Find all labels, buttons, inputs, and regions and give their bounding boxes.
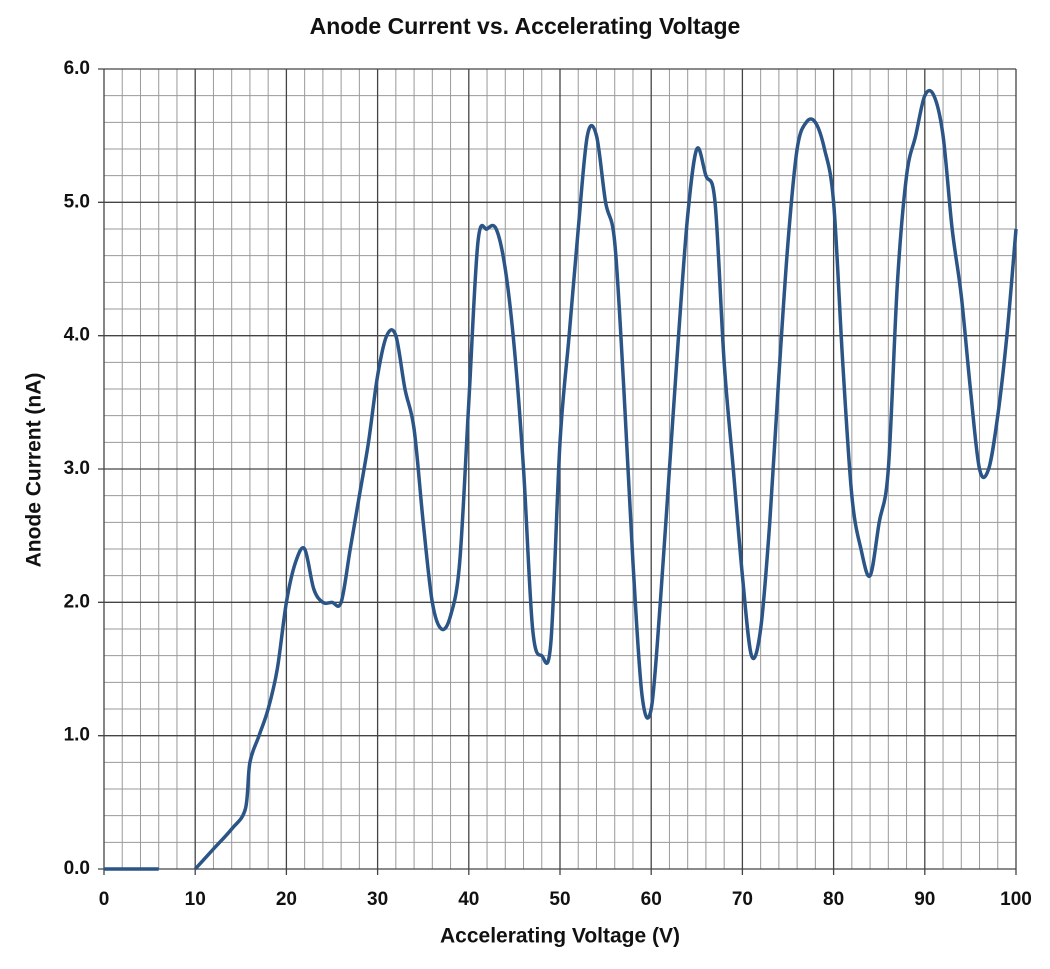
y-tick-label: 0.0 xyxy=(64,858,90,879)
y-tick-label: 1.0 xyxy=(64,725,90,746)
x-tick-label: 30 xyxy=(367,889,388,910)
x-tick-label: 70 xyxy=(732,889,753,910)
x-tick-label: 0 xyxy=(99,889,110,910)
x-tick-label: 20 xyxy=(276,889,297,910)
x-tick-label: 60 xyxy=(641,889,662,910)
x-tick-label: 90 xyxy=(914,889,935,910)
y-tick-label: 6.0 xyxy=(64,58,90,79)
x-tick-label: 10 xyxy=(185,889,206,910)
y-tick-label: 2.0 xyxy=(64,591,90,612)
x-tick-label: 40 xyxy=(458,889,479,910)
x-tick-label: 50 xyxy=(549,889,570,910)
y-tick-label: 4.0 xyxy=(64,325,90,346)
y-axis-title: Anode Current (nA) xyxy=(23,373,46,568)
x-tick-label: 80 xyxy=(823,889,844,910)
x-axis-title: Accelerating Voltage (V) xyxy=(440,925,680,948)
data-line xyxy=(104,88,1018,871)
y-tick-label: 3.0 xyxy=(64,458,90,479)
y-tick-label: 5.0 xyxy=(64,191,90,212)
chart-title: Anode Current vs. Accelerating Voltage xyxy=(310,13,741,39)
x-tick-label: 100 xyxy=(1000,889,1032,910)
